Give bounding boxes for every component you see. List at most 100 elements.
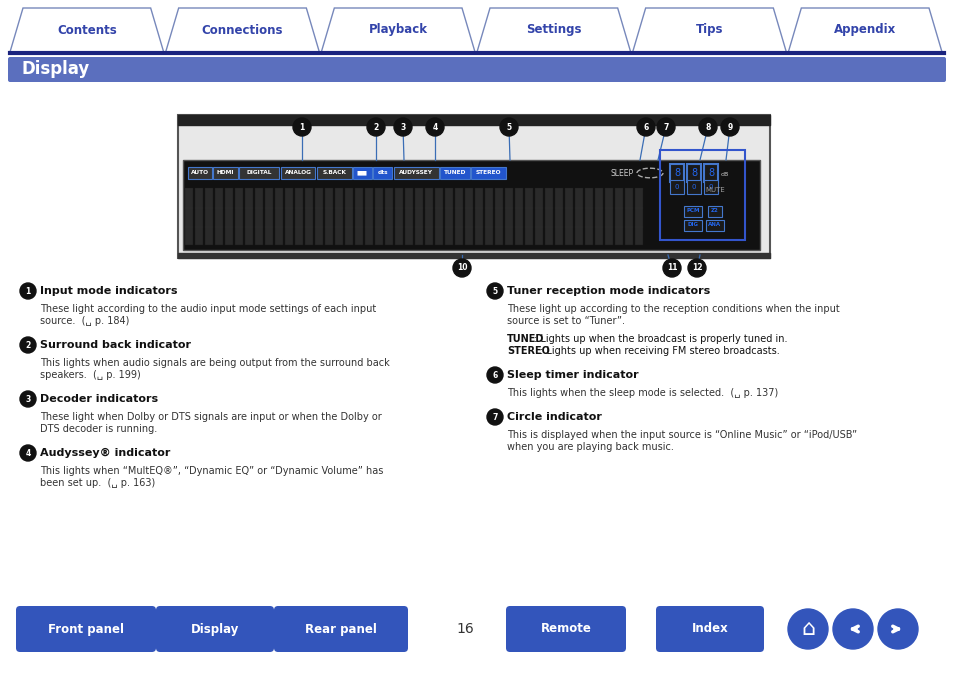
Text: 8: 8 bbox=[704, 122, 710, 131]
Polygon shape bbox=[632, 8, 785, 52]
Text: This is displayed when the input source is “Online Music” or “iPod/USB”: This is displayed when the input source … bbox=[506, 430, 856, 440]
Circle shape bbox=[787, 609, 827, 649]
Text: Input mode indicators: Input mode indicators bbox=[40, 286, 177, 296]
FancyBboxPatch shape bbox=[595, 188, 602, 245]
Circle shape bbox=[453, 259, 471, 277]
FancyBboxPatch shape bbox=[624, 188, 633, 245]
Polygon shape bbox=[10, 8, 164, 52]
FancyBboxPatch shape bbox=[265, 188, 273, 245]
FancyBboxPatch shape bbox=[686, 180, 700, 194]
FancyBboxPatch shape bbox=[705, 220, 723, 232]
Circle shape bbox=[486, 367, 502, 383]
Text: AUDYSSEY: AUDYSSEY bbox=[399, 170, 433, 176]
FancyBboxPatch shape bbox=[314, 188, 323, 245]
FancyBboxPatch shape bbox=[515, 188, 522, 245]
FancyBboxPatch shape bbox=[635, 188, 642, 245]
FancyBboxPatch shape bbox=[178, 115, 769, 258]
Text: 3: 3 bbox=[26, 394, 30, 404]
Text: 10: 10 bbox=[456, 264, 467, 273]
FancyBboxPatch shape bbox=[707, 206, 720, 217]
Text: dB: dB bbox=[720, 172, 728, 178]
Text: DIG: DIG bbox=[687, 223, 698, 227]
FancyBboxPatch shape bbox=[285, 188, 293, 245]
Circle shape bbox=[426, 118, 443, 136]
FancyBboxPatch shape bbox=[564, 188, 573, 245]
Text: This lights when audio signals are being output from the surround back: This lights when audio signals are being… bbox=[40, 358, 390, 368]
Text: ⌂: ⌂ bbox=[801, 619, 814, 639]
Text: PCM: PCM bbox=[685, 209, 699, 213]
FancyBboxPatch shape bbox=[555, 188, 562, 245]
Text: 2: 2 bbox=[373, 122, 378, 131]
Text: when you are playing back music.: when you are playing back music. bbox=[506, 442, 673, 452]
Text: Display: Display bbox=[22, 61, 91, 79]
FancyBboxPatch shape bbox=[280, 167, 315, 179]
FancyBboxPatch shape bbox=[205, 188, 213, 245]
Circle shape bbox=[877, 609, 917, 649]
Circle shape bbox=[832, 609, 872, 649]
Circle shape bbox=[662, 259, 680, 277]
FancyBboxPatch shape bbox=[214, 188, 223, 245]
Text: 6: 6 bbox=[642, 122, 648, 131]
FancyBboxPatch shape bbox=[294, 188, 303, 245]
Text: Appendix: Appendix bbox=[833, 24, 896, 36]
FancyBboxPatch shape bbox=[615, 188, 622, 245]
Circle shape bbox=[20, 337, 36, 353]
FancyBboxPatch shape bbox=[345, 188, 353, 245]
Text: 11: 11 bbox=[666, 264, 677, 273]
FancyBboxPatch shape bbox=[8, 57, 945, 82]
Circle shape bbox=[20, 391, 36, 407]
FancyBboxPatch shape bbox=[524, 188, 533, 245]
Text: This lights when “MultEQ®”, “Dynamic EQ” or “Dynamic Volume” has: This lights when “MultEQ®”, “Dynamic EQ”… bbox=[40, 466, 383, 476]
Text: S.BACK: S.BACK bbox=[322, 170, 346, 176]
Text: 8: 8 bbox=[690, 168, 697, 178]
FancyBboxPatch shape bbox=[495, 188, 502, 245]
Text: 8: 8 bbox=[707, 168, 713, 178]
Text: 5: 5 bbox=[492, 287, 497, 295]
FancyBboxPatch shape bbox=[234, 188, 243, 245]
Text: SLEEP: SLEEP bbox=[610, 168, 633, 178]
Text: Circle indicator: Circle indicator bbox=[506, 412, 601, 422]
Text: 0: 0 bbox=[691, 184, 696, 190]
Text: TUNED: TUNED bbox=[443, 170, 466, 176]
Circle shape bbox=[394, 118, 412, 136]
FancyBboxPatch shape bbox=[703, 164, 718, 182]
Circle shape bbox=[367, 118, 385, 136]
FancyBboxPatch shape bbox=[544, 188, 553, 245]
FancyBboxPatch shape bbox=[305, 188, 313, 245]
Text: 3: 3 bbox=[400, 122, 405, 131]
FancyBboxPatch shape bbox=[353, 167, 372, 179]
FancyBboxPatch shape bbox=[156, 606, 274, 652]
Circle shape bbox=[699, 118, 717, 136]
FancyBboxPatch shape bbox=[575, 188, 582, 245]
Circle shape bbox=[720, 118, 739, 136]
FancyBboxPatch shape bbox=[355, 188, 363, 245]
Text: 0: 0 bbox=[708, 184, 713, 190]
Text: 1: 1 bbox=[26, 287, 30, 295]
FancyBboxPatch shape bbox=[16, 606, 156, 652]
Text: Rear panel: Rear panel bbox=[305, 623, 376, 635]
Polygon shape bbox=[166, 8, 319, 52]
Text: DIGITAL: DIGITAL bbox=[247, 170, 272, 176]
Circle shape bbox=[499, 118, 517, 136]
FancyBboxPatch shape bbox=[656, 606, 763, 652]
FancyBboxPatch shape bbox=[274, 606, 408, 652]
Text: 12: 12 bbox=[691, 264, 701, 273]
FancyBboxPatch shape bbox=[335, 188, 343, 245]
FancyBboxPatch shape bbox=[245, 188, 253, 245]
Text: ANALOG: ANALOG bbox=[284, 170, 312, 176]
FancyBboxPatch shape bbox=[213, 167, 237, 179]
Text: dts: dts bbox=[377, 170, 388, 176]
FancyBboxPatch shape bbox=[325, 188, 333, 245]
Text: Settings: Settings bbox=[525, 24, 581, 36]
FancyBboxPatch shape bbox=[505, 606, 625, 652]
Text: These light when Dolby or DTS signals are input or when the Dolby or: These light when Dolby or DTS signals ar… bbox=[40, 412, 381, 422]
FancyBboxPatch shape bbox=[604, 188, 613, 245]
Text: source.  (␣ p. 184): source. (␣ p. 184) bbox=[40, 316, 130, 326]
FancyBboxPatch shape bbox=[365, 188, 373, 245]
FancyBboxPatch shape bbox=[185, 188, 193, 245]
FancyBboxPatch shape bbox=[316, 167, 352, 179]
Text: Decoder indicators: Decoder indicators bbox=[40, 394, 158, 404]
FancyBboxPatch shape bbox=[435, 188, 442, 245]
Text: Surround back indicator: Surround back indicator bbox=[40, 340, 191, 350]
FancyBboxPatch shape bbox=[375, 188, 382, 245]
